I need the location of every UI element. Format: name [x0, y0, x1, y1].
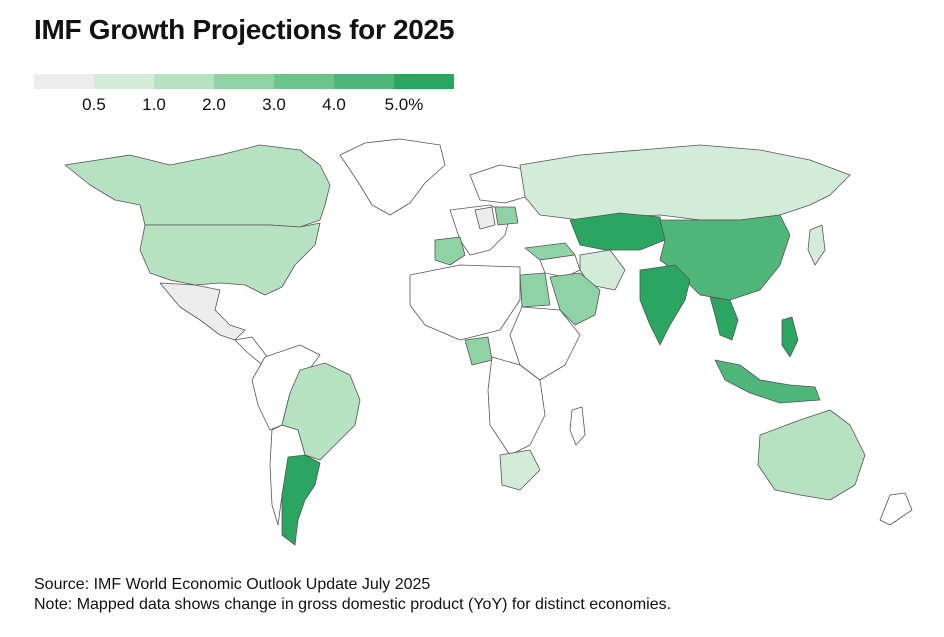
region-germany	[474, 206, 496, 230]
region-nigeria	[464, 336, 493, 366]
region-north-africa	[409, 264, 521, 341]
legend-color-bar	[34, 74, 454, 89]
footer: Source: IMF World Economic Outlook Updat…	[34, 575, 671, 615]
region-vietnam	[709, 296, 739, 341]
region-china	[659, 214, 791, 301]
region-central-africa	[487, 356, 546, 456]
legend-swatch	[394, 74, 454, 89]
region-spain	[434, 236, 466, 266]
region-egypt	[519, 272, 551, 308]
region-kazakhstan	[569, 212, 666, 251]
source-note: Source: IMF World Economic Outlook Updat…	[34, 576, 431, 593]
legend-labels: 0.5 1.0 2.0 3.0 4.0 5.0%	[34, 95, 454, 119]
methodology-note: Note: Mapped data shows change in gross …	[34, 596, 672, 613]
legend-label: 5.0%	[384, 95, 424, 114]
legend-swatch	[334, 74, 394, 89]
legend-label: 4.0	[322, 95, 346, 114]
legend-label: 2.0	[202, 95, 226, 114]
chart-title: IMF Growth Projections for 2025	[34, 14, 455, 45]
region-argentina	[281, 454, 321, 546]
legend-swatch	[94, 74, 154, 89]
legend-label: 3.0	[262, 95, 286, 114]
legend-swatch	[154, 74, 214, 89]
legend-swatch	[274, 74, 334, 89]
legend-swatch	[34, 74, 94, 89]
region-canada	[64, 144, 331, 228]
region-brazil	[281, 362, 361, 461]
region-philippines	[781, 316, 799, 358]
region-greenland	[339, 138, 446, 216]
region-india	[639, 264, 691, 346]
region-russia	[519, 144, 851, 221]
legend-swatch	[214, 74, 274, 89]
region-japan	[807, 224, 826, 266]
color-legend: 0.5 1.0 2.0 3.0 4.0 5.0%	[34, 74, 454, 119]
region-new-zealand	[879, 492, 913, 526]
region-united-states	[139, 222, 321, 296]
legend-label: 1.0	[142, 95, 166, 114]
region-south-africa	[499, 449, 541, 491]
region-poland	[494, 206, 519, 226]
region-madagascar	[569, 406, 586, 446]
region-levant	[539, 254, 581, 278]
region-indonesia	[714, 359, 821, 404]
region-mexico	[159, 282, 246, 341]
region-australia	[757, 409, 866, 501]
world-map	[64, 138, 913, 546]
region-east-africa	[509, 306, 581, 381]
legend-label: 0.5	[82, 95, 106, 114]
